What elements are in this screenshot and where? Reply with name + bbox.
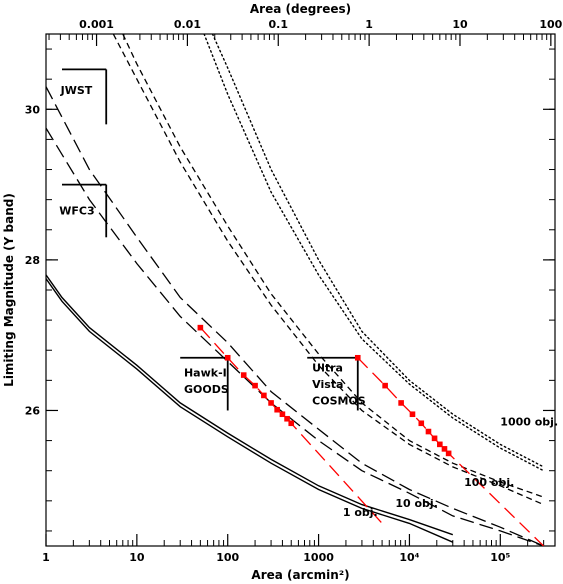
- annotation-label: Ultra: [312, 361, 343, 374]
- x2-tick-label: 100: [539, 18, 562, 31]
- red-data-point: [288, 420, 295, 427]
- series-line-1000-obj-: [211, 34, 545, 468]
- x2-tick-label: 10: [452, 18, 468, 31]
- red-data-point: [279, 411, 286, 418]
- red-data-point: [425, 428, 432, 435]
- red-data-point: [240, 372, 247, 378]
- x2-tick-label: 0.001: [79, 18, 114, 31]
- annotation-label: 1000 obj.: [500, 416, 558, 429]
- x-tick-label: 1000: [303, 551, 334, 564]
- red-data-point: [431, 435, 438, 442]
- series-line-100-obj-: [112, 34, 544, 506]
- red-data-point: [398, 400, 404, 406]
- red-points: [197, 324, 452, 457]
- red-data-point: [224, 354, 231, 361]
- red-data-point: [284, 415, 290, 422]
- annotation-label: Vista: [312, 378, 343, 391]
- red-data-point: [441, 446, 448, 452]
- annotation-label: Hawk-I: [184, 367, 227, 380]
- x-tick-label: 1: [42, 551, 50, 564]
- series-line-1000-obj-: [203, 34, 545, 472]
- series-line-100-obj-: [122, 34, 544, 498]
- x2-tick-label: 1: [365, 18, 373, 31]
- x-tick-label: 10⁴: [399, 551, 419, 564]
- x-tick-label: 10: [129, 551, 145, 564]
- red-data-point: [437, 441, 443, 448]
- red-data-point: [252, 382, 258, 389]
- x2-tick-label: 0.01: [174, 18, 201, 31]
- annotation-label: COSMOS: [312, 394, 366, 407]
- annotations: JWST WFC3 Hawk-I GOODS Ultra Vista COSMOS 1000 …: [59, 84, 558, 519]
- series-line-10-obj-: [46, 127, 544, 546]
- x-tick-label: 10⁵: [490, 551, 510, 564]
- red-data-point: [268, 400, 274, 406]
- y-tick-label: 30: [25, 103, 41, 116]
- axis-ticks: 1 10 100 1000 10⁴ 10⁵ 0.001 0.01 0.1 1 10 100 26 28 30: [25, 18, 563, 564]
- top-axis-title: Area (degrees): [250, 2, 351, 16]
- series-layer: [46, 34, 545, 546]
- red-data-point: [382, 382, 388, 389]
- y-tick-label: 28: [25, 254, 40, 267]
- x2-tick-label: 0.1: [269, 18, 289, 31]
- series-line-10-obj-: [46, 86, 544, 546]
- x-tick-label: 100: [216, 551, 239, 564]
- red-data-point: [445, 450, 452, 457]
- survey-boxes: [61, 68, 359, 411]
- red-data-point: [274, 406, 280, 413]
- red-data-point: [354, 354, 361, 361]
- y-axis-title: Limiting Magnitude (Y band): [2, 193, 16, 387]
- red-data-point: [197, 324, 204, 331]
- annotation-label: 10 obj.: [395, 497, 438, 510]
- annotation-label: 100 obj.: [464, 476, 514, 489]
- y-tick-label: 26: [25, 404, 41, 417]
- series-line-1-obj-: [46, 278, 454, 543]
- annotation-label: WFC3: [59, 205, 94, 218]
- plot-area: [45, 33, 556, 547]
- annotation-label: 1 obj.: [343, 506, 378, 519]
- series-line-1-obj-: [46, 274, 454, 536]
- red-data-point: [409, 411, 416, 418]
- red-data-point: [418, 420, 425, 427]
- red-data-point: [261, 392, 267, 399]
- annotation-label: GOODS: [184, 383, 229, 396]
- x-axis-title: Area (arcmin²): [251, 568, 349, 582]
- annotation-label: JWST: [60, 84, 93, 97]
- plot-frame: [45, 33, 556, 547]
